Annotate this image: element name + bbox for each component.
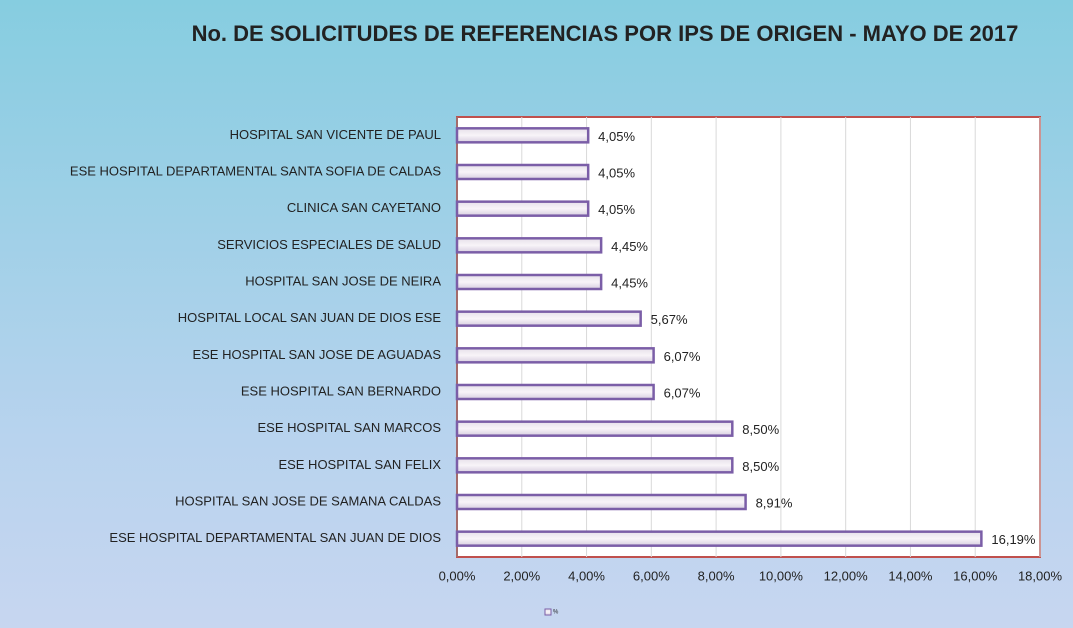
- value-label: 4,05%: [598, 202, 635, 217]
- plot-area: [456, 116, 1041, 558]
- value-label: 6,07%: [664, 385, 701, 400]
- y-tick-label: HOSPITAL LOCAL SAN JUAN DE DIOS ESE: [178, 310, 442, 325]
- value-label: 4,45%: [611, 239, 648, 254]
- bar: [455, 420, 734, 437]
- value-label: 4,45%: [611, 275, 648, 290]
- y-tick-label: ESE HOSPITAL SAN FELIX: [278, 457, 441, 472]
- bar: [455, 163, 590, 181]
- value-label: 8,50%: [742, 459, 779, 474]
- x-tick-label: 0,00%: [439, 568, 476, 583]
- y-tick-label: ESE HOSPITAL SAN BERNARDO: [241, 383, 441, 398]
- y-tick-label: CLINICA SAN CAYETANO: [287, 200, 441, 215]
- x-tick-label: 18,00%: [1018, 568, 1063, 583]
- value-label: 16,19%: [991, 532, 1036, 547]
- x-tick-label: 4,00%: [568, 568, 605, 583]
- y-tick-label: ESE HOSPITAL DEPARTAMENTAL SAN JUAN DE D…: [109, 530, 441, 545]
- y-tick-label: HOSPITAL SAN JOSE DE NEIRA: [245, 273, 441, 288]
- value-label: 4,05%: [598, 165, 635, 180]
- bar: [455, 530, 983, 547]
- bar: [455, 457, 734, 474]
- bar: [455, 383, 655, 401]
- x-tick-label: 14,00%: [888, 568, 933, 583]
- y-tick-label: ESE HOSPITAL SAN MARCOS: [258, 420, 442, 435]
- value-label: 8,91%: [756, 495, 793, 510]
- bar: [455, 273, 603, 291]
- bar: [455, 310, 642, 327]
- x-tick-label: 16,00%: [953, 568, 998, 583]
- bar: [455, 200, 590, 217]
- legend-swatch: [544, 608, 552, 616]
- y-tick-label: HOSPITAL SAN JOSE DE SAMANA CALDAS: [175, 493, 441, 508]
- bar: [455, 347, 655, 364]
- x-tick-label: 2,00%: [503, 568, 540, 583]
- y-tick-label: ESE HOSPITAL SAN JOSE DE AGUADAS: [192, 347, 441, 362]
- x-tick-label: 12,00%: [824, 568, 869, 583]
- value-label: 6,07%: [664, 349, 701, 364]
- value-label: 8,50%: [742, 422, 779, 437]
- x-tick-label: 8,00%: [698, 568, 735, 583]
- value-label: 5,67%: [651, 312, 688, 327]
- legend-label: %: [553, 610, 559, 616]
- y-tick-label: ESE HOSPITAL DEPARTAMENTAL SANTA SOFIA D…: [70, 163, 441, 178]
- x-tick-label: 6,00%: [633, 568, 670, 583]
- bar: [455, 127, 590, 144]
- bar: [455, 237, 603, 254]
- y-tick-label: HOSPITAL SAN VICENTE DE PAUL: [230, 127, 441, 142]
- bar: [455, 493, 747, 511]
- value-label: 4,05%: [598, 129, 635, 144]
- chart-title: No. DE SOLICITUDES DE REFERENCIAS POR IP…: [191, 21, 1019, 46]
- y-tick-label: SERVICIOS ESPECIALES DE SALUD: [217, 237, 441, 252]
- x-tick-label: 10,00%: [759, 568, 804, 583]
